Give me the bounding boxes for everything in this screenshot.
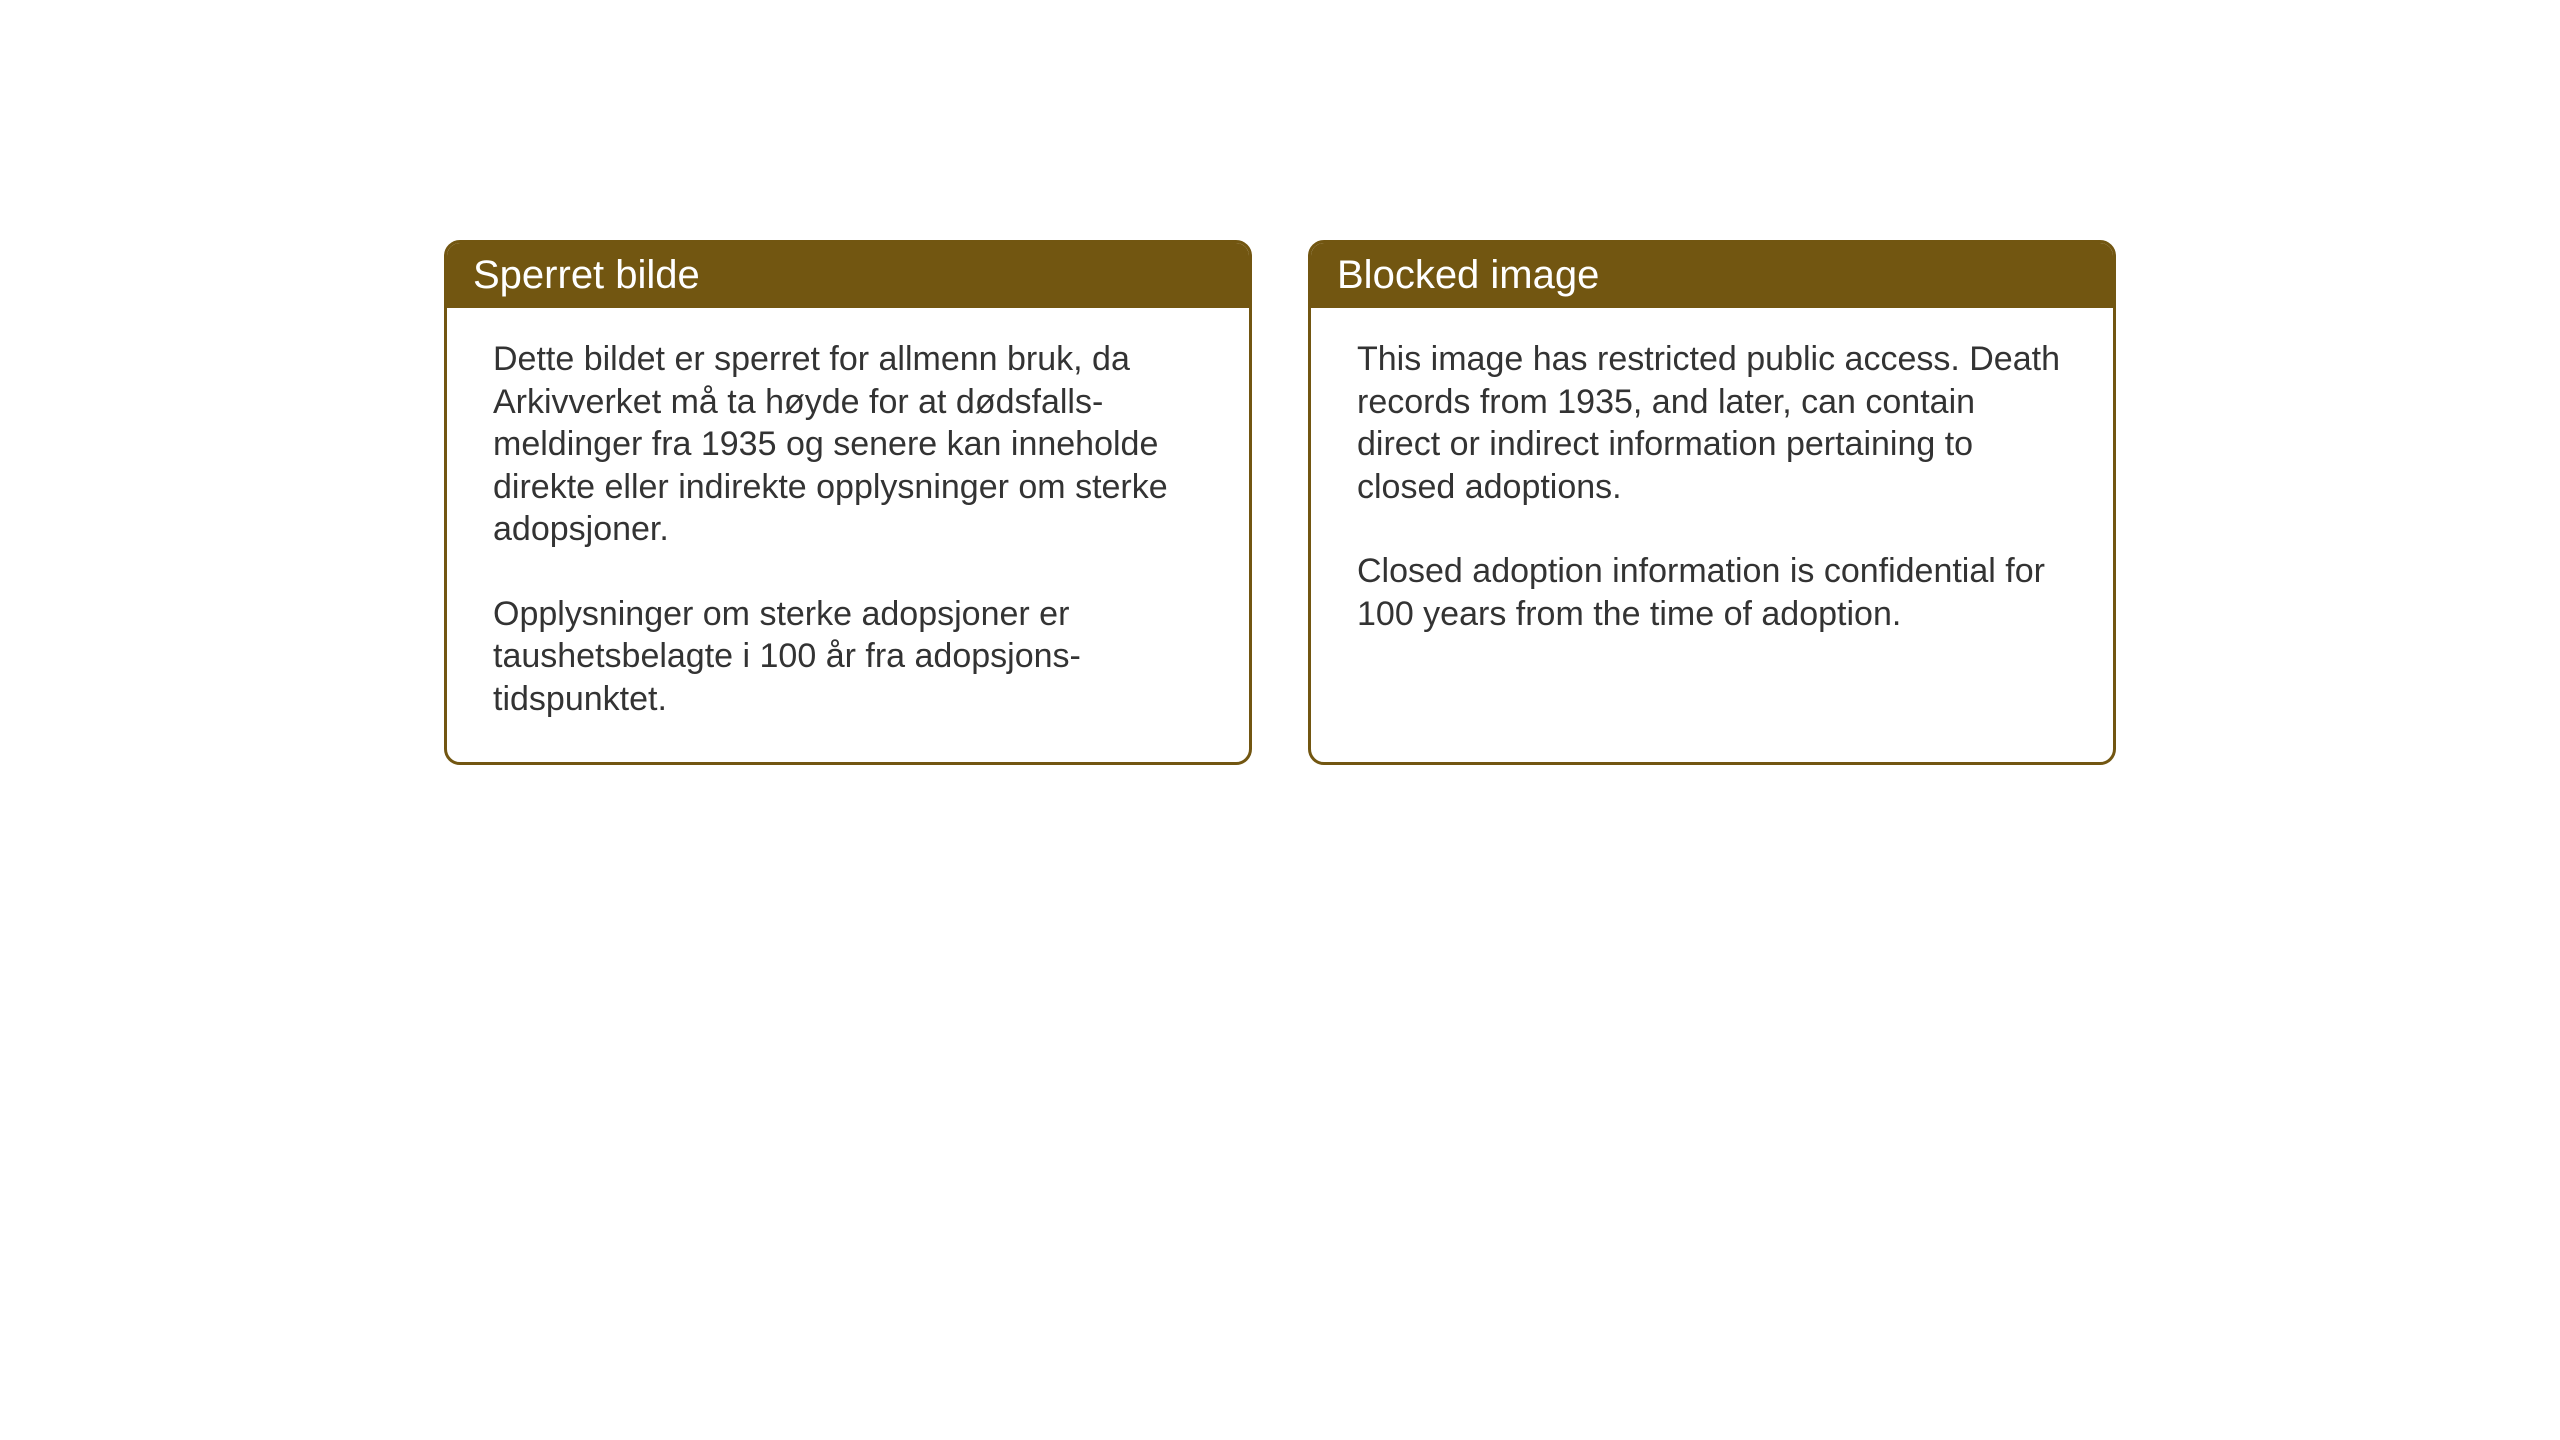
card-header: Sperret bilde xyxy=(447,243,1249,308)
card-body: This image has restricted public access.… xyxy=(1311,308,2113,677)
card-title: Blocked image xyxy=(1337,253,1599,297)
notice-card-norwegian: Sperret bilde Dette bildet er sperret fo… xyxy=(444,240,1252,765)
card-paragraph-1: This image has restricted public access.… xyxy=(1357,338,2067,508)
card-title: Sperret bilde xyxy=(473,253,700,297)
card-paragraph-1: Dette bildet er sperret for allmenn bruk… xyxy=(493,338,1203,551)
notice-container: Sperret bilde Dette bildet er sperret fo… xyxy=(444,240,2116,765)
card-header: Blocked image xyxy=(1311,243,2113,308)
notice-card-english: Blocked image This image has restricted … xyxy=(1308,240,2116,765)
card-body: Dette bildet er sperret for allmenn bruk… xyxy=(447,308,1249,762)
card-paragraph-2: Opplysninger om sterke adopsjoner er tau… xyxy=(493,593,1203,721)
card-paragraph-2: Closed adoption information is confident… xyxy=(1357,550,2067,635)
